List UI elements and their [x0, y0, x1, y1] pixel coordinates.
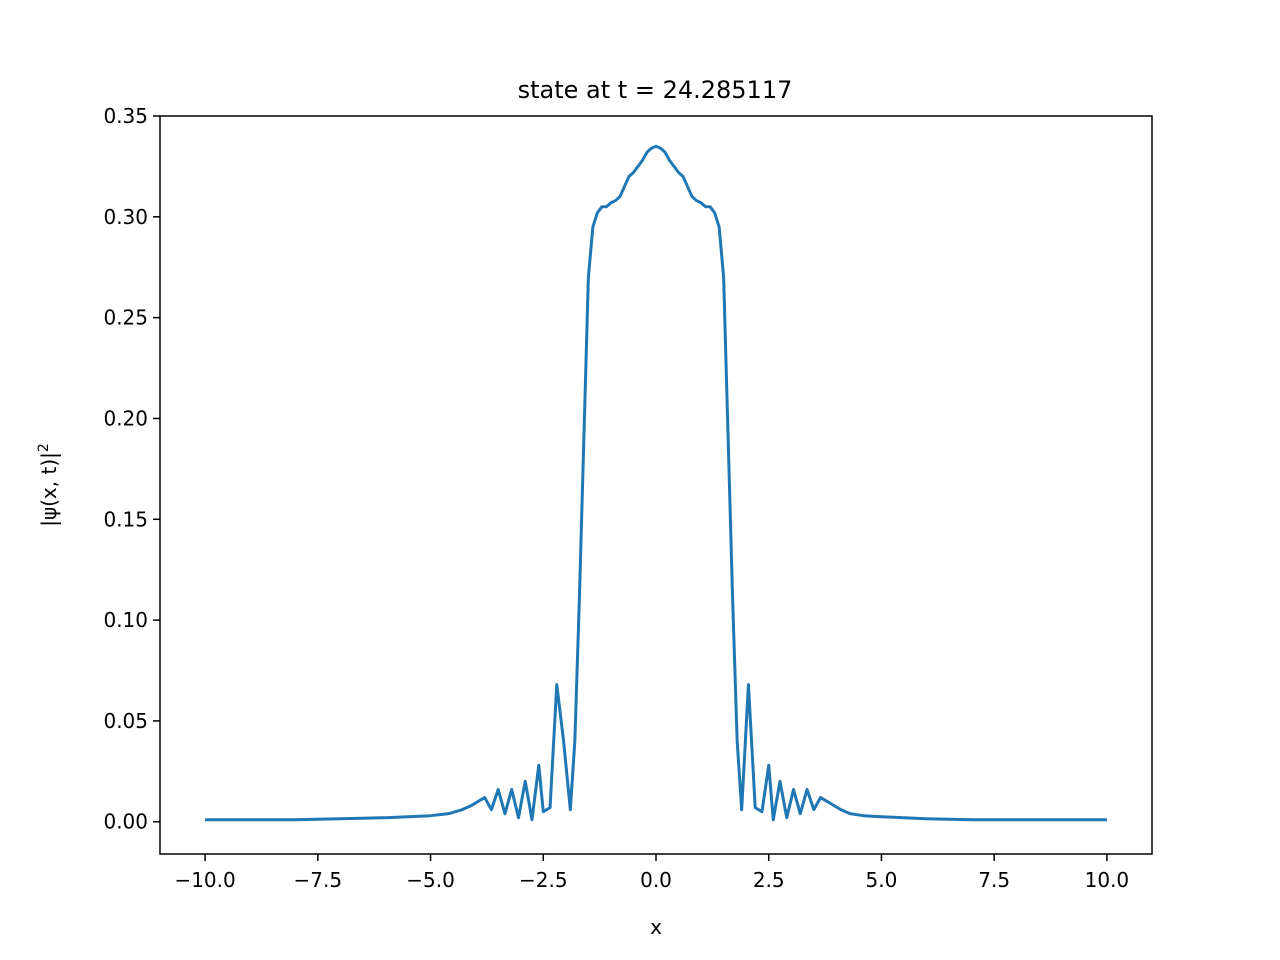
y-tick-label: 0.25	[103, 306, 148, 330]
x-tick-label: −10.0	[174, 868, 235, 892]
y-tick-label: 0.30	[103, 205, 148, 229]
x-tick-label: 5.0	[866, 868, 898, 892]
x-axis-label: x	[650, 915, 662, 939]
plot-frame	[159, 115, 1153, 855]
y-tick-label: 0.35	[103, 104, 148, 128]
series-line	[205, 144, 1107, 822]
y-axis-label-main: |ψ(x, t)|	[37, 452, 61, 527]
series-group	[205, 144, 1107, 822]
y-tick-label: 0.20	[103, 406, 148, 430]
x-tick-label: −5.0	[406, 868, 455, 892]
x-tick-label: −2.5	[519, 868, 568, 892]
plot-area: −10.0 −7.5 −5.0 −2.5 0.0 2.5 5.0 7.5 10.0 0.000.…	[103, 104, 1153, 892]
y-axis-ticks: 0.00 0.05 0.10 0.15 0.20 0.25 0.30 0.35	[103, 104, 160, 834]
x-tick-label: −7.5	[294, 868, 343, 892]
x-tick-label: 0.0	[640, 868, 672, 892]
y-axis-label: |ψ(x, t)|2	[36, 443, 61, 527]
y-tick-label: 0.05	[103, 709, 148, 733]
chart-title: state at t = 24.285117	[518, 76, 793, 104]
y-tick-label: 0.15	[103, 507, 148, 531]
y-tick-label: 0.10	[103, 608, 148, 632]
x-tick-label: 2.5	[753, 868, 785, 892]
x-tick-label: 10.0	[1085, 868, 1130, 892]
x-axis-ticks: −10.0 −7.5 −5.0 −2.5 0.0 2.5 5.0 7.5 10.0	[174, 854, 1129, 892]
x-tick-label: 7.5	[978, 868, 1010, 892]
y-tick-label: 0.00	[103, 810, 148, 834]
y-axis-label-exponent: 2	[36, 443, 52, 452]
